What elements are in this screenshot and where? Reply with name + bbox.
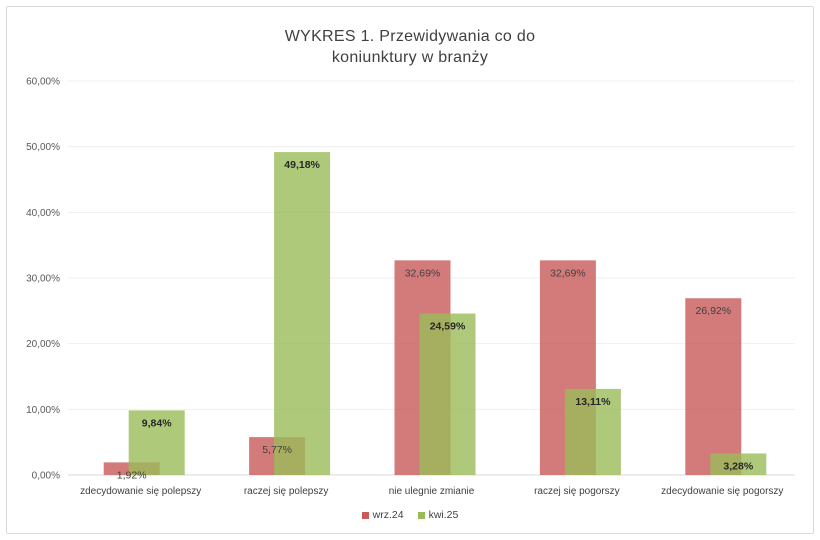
legend-item-series-2: kwi.25 xyxy=(417,509,459,521)
bar-series-2 xyxy=(564,388,621,475)
legend-item-series-1: wrz.24 xyxy=(361,509,404,521)
y-tick-label: 40,00% xyxy=(26,208,60,219)
data-label-series-2: 24,59% xyxy=(430,321,466,333)
data-label-series-1: 5,77% xyxy=(262,444,292,456)
chart-title-line-2: koniunktury w branży xyxy=(331,49,489,66)
data-label-series-2: 13,11% xyxy=(575,396,611,408)
data-label-series-1: 32,69% xyxy=(405,267,441,279)
y-tick-label: 30,00% xyxy=(26,274,60,285)
data-label-series-2: 9,84% xyxy=(142,417,172,429)
bar-series-2 xyxy=(274,152,331,475)
y-tick-label: 10,00% xyxy=(26,405,60,416)
y-tick-label: 0,00% xyxy=(32,471,60,482)
x-category-label: zdecydowanie się polepszy xyxy=(80,486,201,497)
data-label-series-1: 26,92% xyxy=(695,305,731,317)
legend-swatch-series-2 xyxy=(417,511,425,519)
bar-series-2 xyxy=(128,410,185,475)
x-category-label: raczej się polepszy xyxy=(244,486,328,497)
data-label-series-2: 49,18% xyxy=(284,159,320,171)
bar-series-2 xyxy=(710,453,767,475)
bar-series-1 xyxy=(685,298,742,475)
legend-swatch-series-1 xyxy=(361,511,369,519)
legend: wrz.24 kwi.25 xyxy=(0,509,820,521)
legend-label-series-2: kwi.25 xyxy=(428,509,459,521)
data-label-series-1: 1,92% xyxy=(117,469,147,481)
y-tick-label: 20,00% xyxy=(26,339,60,350)
data-label-series-2: 3,28% xyxy=(723,460,753,472)
chart-title: WYKRES 1. Przewidywania co do koniunktur… xyxy=(0,26,820,68)
bar-series-2 xyxy=(419,313,476,475)
data-label-series-1: 32,69% xyxy=(550,267,586,279)
x-category-label: nie ulegnie zmianie xyxy=(389,486,475,497)
chart-title-line-1: WYKRES 1. Przewidywania co do xyxy=(284,28,536,45)
x-category-label: raczej się pogorszy xyxy=(534,486,620,497)
legend-label-series-1: wrz.24 xyxy=(372,509,404,521)
x-category-label: zdecydowanie się pogorszy xyxy=(661,486,783,497)
y-tick-label: 60,00% xyxy=(26,77,60,88)
y-tick-label: 50,00% xyxy=(26,142,60,153)
